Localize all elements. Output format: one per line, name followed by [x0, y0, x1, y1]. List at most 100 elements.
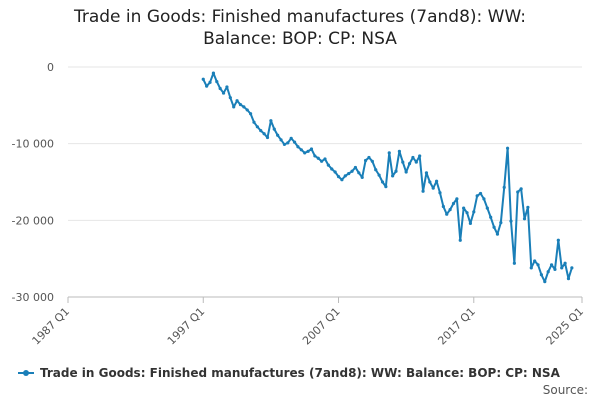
data-point[interactable] — [462, 206, 466, 210]
data-point[interactable] — [526, 205, 530, 209]
data-point[interactable] — [235, 99, 239, 103]
data-point[interactable] — [391, 174, 395, 178]
data-point[interactable] — [259, 129, 263, 133]
data-point[interactable] — [208, 80, 212, 84]
data-point[interactable] — [245, 108, 249, 112]
data-point[interactable] — [309, 147, 314, 151]
data-point[interactable] — [546, 270, 550, 274]
data-point[interactable] — [299, 148, 303, 152]
data-point[interactable] — [489, 215, 493, 219]
data-point[interactable] — [533, 259, 537, 263]
data-point[interactable] — [539, 273, 544, 277]
data-point[interactable] — [549, 263, 554, 267]
data-point[interactable] — [529, 266, 533, 270]
data-point[interactable] — [380, 180, 385, 184]
data-point[interactable] — [438, 191, 442, 195]
data-point[interactable] — [441, 204, 445, 209]
data-point[interactable] — [330, 167, 334, 171]
data-point[interactable] — [482, 197, 486, 201]
data-point[interactable] — [255, 125, 259, 129]
data-point[interactable] — [397, 149, 401, 153]
data-point[interactable] — [506, 146, 510, 150]
data-point[interactable] — [468, 221, 473, 225]
data-point[interactable] — [472, 210, 476, 214]
data-point[interactable] — [556, 238, 560, 242]
data-point[interactable] — [434, 179, 439, 183]
data-point[interactable] — [215, 79, 219, 84]
data-point[interactable] — [262, 132, 266, 136]
data-point[interactable] — [411, 155, 415, 160]
data-point[interactable] — [377, 173, 381, 177]
data-point[interactable] — [326, 163, 330, 167]
data-point[interactable] — [221, 91, 226, 95]
data-point[interactable] — [428, 180, 432, 184]
data-point[interactable] — [289, 136, 293, 140]
data-point[interactable] — [347, 171, 351, 176]
data-point[interactable] — [296, 145, 300, 149]
data-point[interactable] — [370, 159, 374, 163]
data-point[interactable] — [336, 175, 341, 179]
data-point[interactable] — [232, 105, 236, 109]
data-point[interactable] — [536, 263, 540, 267]
data-point[interactable] — [249, 112, 253, 116]
data-point[interactable] — [424, 171, 429, 175]
data-point[interactable] — [509, 219, 513, 223]
data-point[interactable] — [228, 96, 232, 100]
data-point[interactable] — [465, 211, 469, 215]
data-point[interactable] — [218, 86, 222, 91]
data-point[interactable] — [286, 141, 290, 145]
data-point[interactable] — [374, 168, 378, 172]
data-point[interactable] — [451, 201, 456, 206]
data-point[interactable] — [478, 191, 483, 196]
data-point[interactable] — [282, 142, 287, 147]
data-point[interactable] — [553, 267, 557, 271]
data-point[interactable] — [306, 149, 310, 153]
data-point[interactable] — [340, 178, 344, 182]
data-point[interactable] — [448, 208, 452, 212]
data-point[interactable] — [414, 160, 418, 164]
legend[interactable]: Trade in Goods: Finished manufactures (7… — [18, 366, 560, 380]
data-point[interactable] — [313, 154, 317, 158]
data-point[interactable] — [269, 119, 273, 123]
data-point[interactable] — [455, 197, 459, 201]
data-point[interactable] — [350, 169, 354, 173]
data-point[interactable] — [387, 151, 391, 155]
data-point[interactable] — [360, 175, 364, 179]
data-point[interactable] — [418, 154, 422, 158]
data-point[interactable] — [502, 185, 506, 189]
data-point[interactable] — [570, 266, 574, 270]
data-point[interactable] — [238, 102, 243, 107]
data-point[interactable] — [367, 155, 371, 160]
data-point[interactable] — [363, 158, 368, 163]
data-point[interactable] — [421, 189, 425, 193]
data-point[interactable] — [563, 261, 567, 265]
data-point[interactable] — [357, 171, 361, 175]
data-point[interactable] — [265, 135, 270, 140]
data-point[interactable] — [401, 160, 405, 164]
data-point[interactable] — [211, 71, 216, 75]
data-point[interactable] — [543, 280, 547, 284]
data-point[interactable] — [495, 232, 500, 236]
data-point[interactable] — [242, 105, 246, 109]
data-point[interactable] — [458, 238, 462, 242]
data-point[interactable] — [566, 277, 571, 281]
data-point[interactable] — [276, 133, 280, 137]
series-line[interactable] — [202, 72, 573, 283]
data-point[interactable] — [522, 217, 527, 221]
data-point[interactable] — [279, 138, 283, 142]
data-point[interactable] — [320, 159, 324, 163]
data-point[interactable] — [303, 151, 307, 155]
data-point[interactable] — [292, 140, 297, 144]
data-point[interactable] — [316, 156, 320, 160]
data-point[interactable] — [499, 221, 503, 225]
data-point[interactable] — [394, 169, 398, 173]
data-point[interactable] — [407, 162, 412, 166]
data-point[interactable] — [516, 190, 520, 194]
data-point[interactable] — [404, 170, 408, 174]
data-point[interactable] — [252, 120, 256, 124]
data-point[interactable] — [512, 261, 516, 265]
data-point[interactable] — [333, 170, 337, 174]
data-point[interactable] — [353, 165, 358, 170]
data-point[interactable] — [201, 77, 205, 81]
data-point[interactable] — [560, 266, 564, 270]
